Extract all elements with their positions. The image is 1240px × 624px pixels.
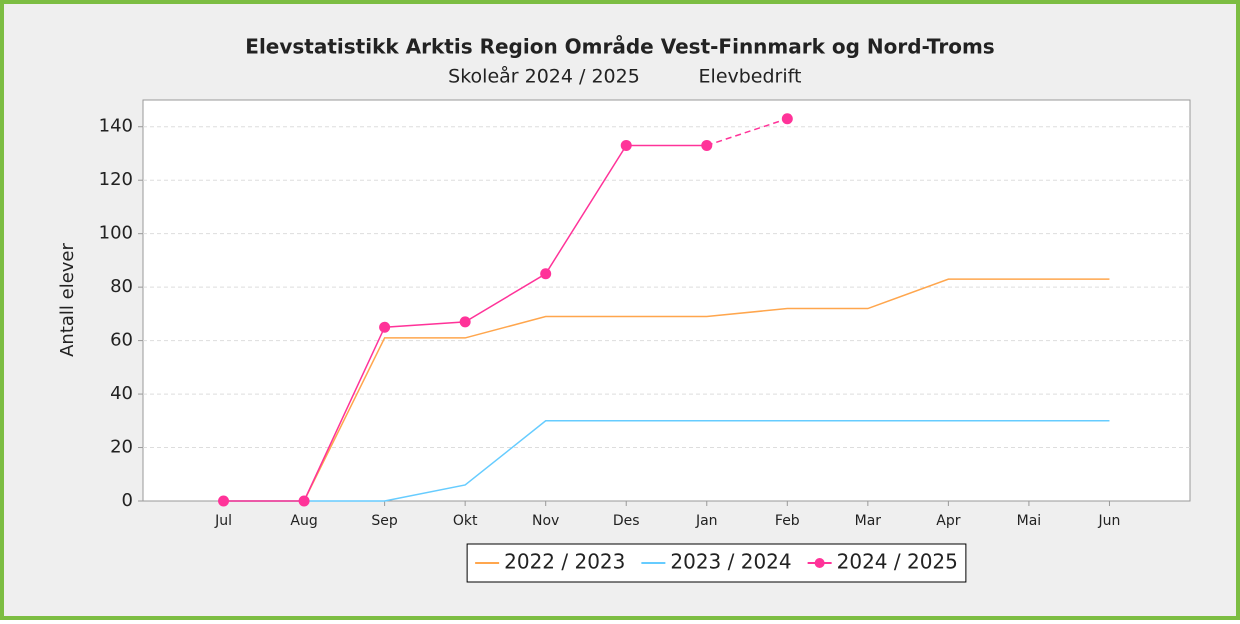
chart-subtitle: Elevbedrift <box>699 66 802 88</box>
y-tick-label: 120 <box>99 169 133 190</box>
point <box>459 316 471 328</box>
x-tick-label: Jun <box>1098 513 1121 529</box>
series-line <box>223 278 1110 502</box>
x-tick-label: Okt <box>453 513 478 529</box>
y-tick-label: 60 <box>110 330 133 351</box>
point <box>298 495 310 507</box>
legend-box <box>466 543 967 583</box>
x-tick-label: Feb <box>775 513 800 529</box>
x-tick-label: Jul <box>214 513 232 529</box>
x-tick-label: Des <box>613 513 640 529</box>
y-tick-label: 100 <box>99 223 133 244</box>
legend: 2022 / 2023 2023 / 2024 2024 / 2025 <box>466 543 967 583</box>
legend-label: 2022 / 2023 <box>504 550 625 574</box>
point <box>379 321 391 333</box>
legend-marker <box>814 558 825 568</box>
y-tick-label: 80 <box>110 276 133 297</box>
x-tick-label: Mai <box>1017 513 1042 529</box>
chart-subtitle: Skoleår 2024 / 2025 <box>448 65 640 88</box>
plot-area <box>142 99 1191 502</box>
y-tick-label: 0 <box>122 490 133 511</box>
point <box>781 113 793 125</box>
series-line-dashed <box>706 118 788 147</box>
legend-label: 2024 / 2025 <box>837 550 958 574</box>
point <box>701 139 713 151</box>
x-tick-label: Aug <box>290 513 317 529</box>
point <box>218 495 230 507</box>
point <box>620 139 632 151</box>
y-tick-label: 40 <box>110 383 133 404</box>
series-line <box>223 420 1110 502</box>
legend-label: 2023 / 2024 <box>670 550 791 574</box>
y-tick-label: 20 <box>110 437 133 458</box>
chart-title: Elevstatistikk Arktis Region Område Vest… <box>245 35 994 59</box>
x-tick-label: Sep <box>371 513 398 529</box>
y-tick-label: 140 <box>99 116 133 137</box>
x-tick-label: Mar <box>855 513 882 529</box>
x-tick-label: Nov <box>532 513 559 529</box>
x-tick-label: Apr <box>936 513 960 529</box>
x-tick-label: Jan <box>695 513 718 529</box>
point <box>540 268 552 280</box>
y-axis-label: Antall elever <box>57 242 78 356</box>
